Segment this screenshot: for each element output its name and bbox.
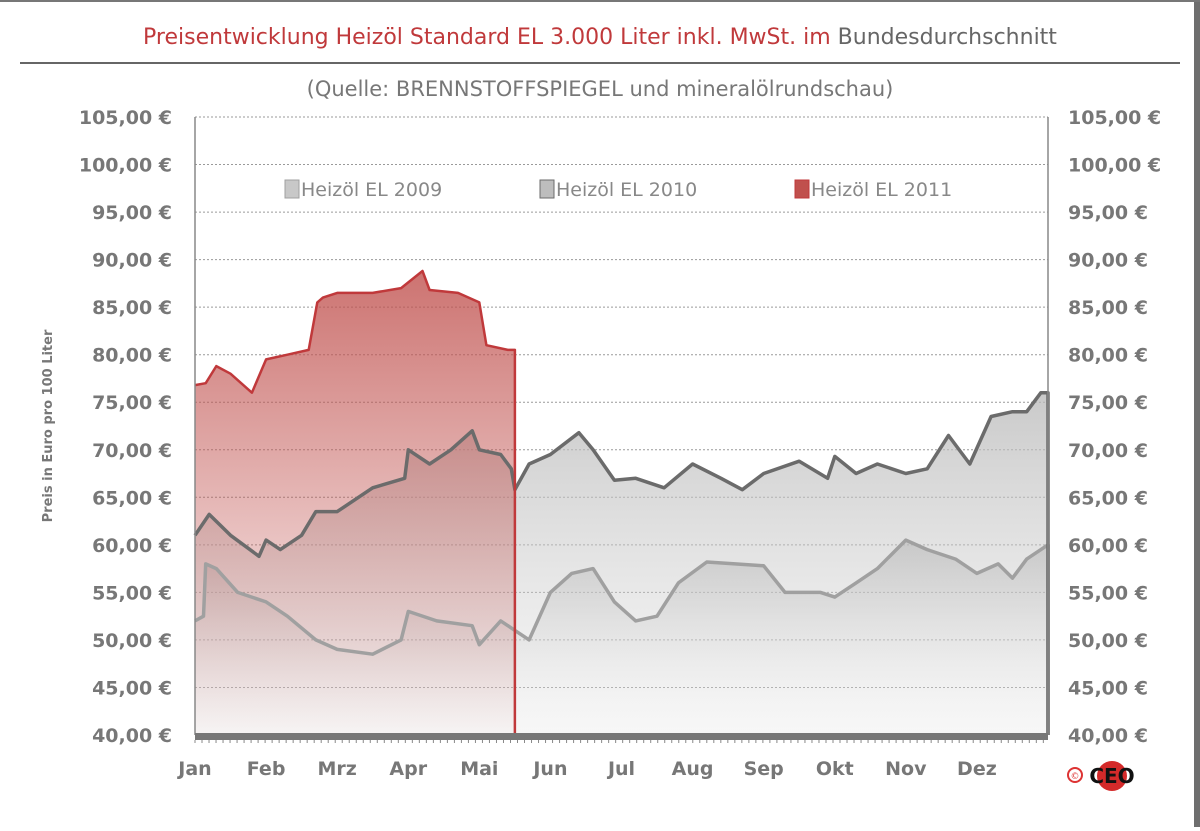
y-tick-label-left: 60,00 € [92, 535, 172, 557]
x-tick-label: Nov [885, 758, 927, 780]
x-tick-label: Mai [460, 758, 498, 780]
x-tick-label: Jul [606, 758, 635, 780]
y-tick-label-right: 45,00 € [1068, 677, 1148, 699]
y-tick-label-right: 50,00 € [1068, 630, 1148, 652]
y-tick-label-left: 80,00 € [92, 345, 172, 367]
y-tick-label-right: 90,00 € [1068, 250, 1148, 272]
y-tick-label-left: 65,00 € [92, 487, 172, 509]
x-tick-label: Jan [176, 758, 211, 780]
y-tick-label-left: 105,00 € [79, 107, 172, 129]
logo-text: CEO [1089, 764, 1134, 788]
y-tick-label-right: 105,00 € [1068, 107, 1161, 129]
frame-top [0, 0, 1200, 2]
y-tick-label-right: 80,00 € [1068, 345, 1148, 367]
x-tick-label: Mrz [317, 758, 356, 780]
line-heizöl-el-2009 [194, 538, 1050, 735]
line-heizöl-el-2011 [194, 269, 517, 736]
y-tick-label-right: 40,00 € [1068, 725, 1148, 747]
y-tick-label-left: 45,00 € [92, 677, 172, 699]
chart-subtitle: (Quelle: BRENNSTOFFSPIEGEL und mineralöl… [307, 77, 894, 101]
frame-edge [1194, 0, 1200, 827]
x-tick-label: Feb [247, 758, 286, 780]
logo-copyright: © [1071, 772, 1080, 782]
y-tick-label-left: 50,00 € [92, 630, 172, 652]
x-tick-label: Jun [531, 758, 567, 780]
x-tick-label: Okt [816, 758, 854, 780]
area-heizöl-el-2011 [195, 271, 515, 735]
y-tick-label-left: 85,00 € [92, 297, 172, 319]
y-tick-label-left: 75,00 € [92, 392, 172, 414]
y-axis-label: Preis in Euro pro 100 Liter [41, 329, 56, 522]
y-tick-label-left: 40,00 € [92, 725, 172, 747]
legend-swatch [539, 179, 555, 199]
legend-label: Heizöl EL 2011 [811, 179, 952, 201]
y-tick-label-right: 75,00 € [1068, 392, 1148, 414]
y-tick-label-left: 70,00 € [92, 440, 172, 462]
legend-swatch [284, 179, 300, 199]
y-tick-label-left: 95,00 € [92, 202, 172, 224]
y-tick-label-right: 55,00 € [1068, 582, 1148, 604]
legend-swatch [794, 179, 810, 199]
legend-label: Heizöl EL 2009 [301, 179, 442, 201]
y-tick-label-right: 60,00 € [1068, 535, 1148, 557]
line-heizöl-el-2010 [193, 390, 1050, 735]
title-divider [20, 62, 1180, 64]
x-tick-label: Dez [957, 758, 997, 780]
y-tick-label-left: 90,00 € [92, 250, 172, 272]
y-tick-label-right: 85,00 € [1068, 297, 1148, 319]
y-tick-label-right: 95,00 € [1068, 202, 1148, 224]
y-tick-label-left: 100,00 € [79, 155, 172, 177]
x-axis [195, 733, 1048, 740]
chart-title: Preisentwicklung Heizöl Standard EL 3.00… [143, 25, 1057, 50]
ceo-logo: © CEO [1067, 761, 1135, 791]
x-tick-label: Apr [389, 758, 427, 780]
y-tick-label-right: 65,00 € [1068, 487, 1148, 509]
x-tick-label: Sep [744, 758, 784, 780]
y-tick-label-right: 100,00 € [1068, 155, 1161, 177]
y-tick-label-right: 70,00 € [1068, 440, 1148, 462]
legend-label: Heizöl EL 2010 [556, 179, 697, 201]
y-tick-label-left: 55,00 € [92, 582, 172, 604]
x-tick-label: Aug [672, 758, 714, 780]
